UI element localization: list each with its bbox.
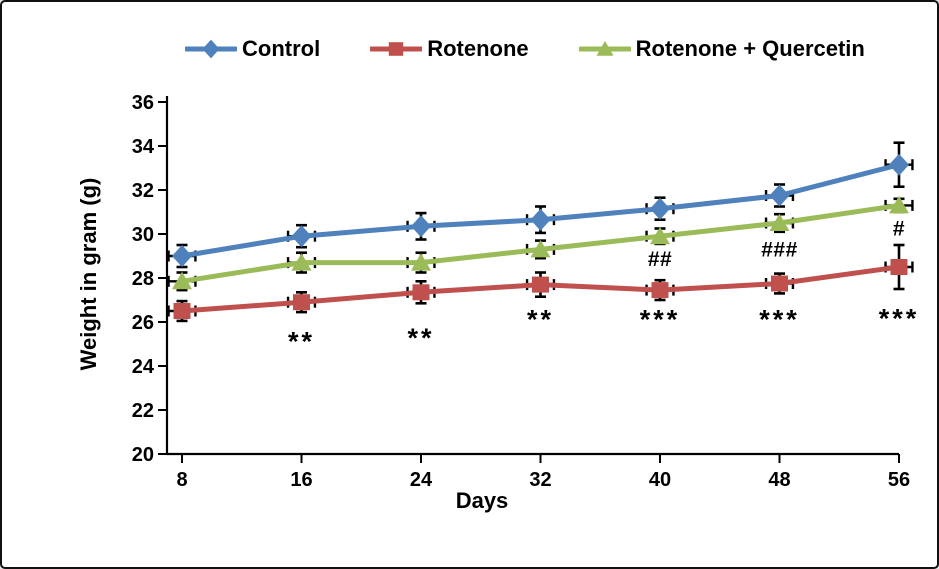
square-marker	[890, 259, 908, 275]
significance-annotation: ***	[640, 304, 681, 334]
x-tick-label: 40	[649, 469, 671, 491]
y-tick-label: 26	[132, 312, 154, 334]
legend-item-rotenone: Rotenone	[370, 36, 529, 62]
x-tick-label: 16	[290, 469, 312, 491]
square-marker	[651, 282, 669, 299]
significance-annotation: **	[288, 326, 315, 356]
x-tick-label: 56	[888, 469, 910, 491]
square-marker	[293, 294, 310, 311]
x-tick-label: 48	[768, 469, 790, 491]
triangle-marker	[530, 239, 551, 258]
significance-annotation: **	[407, 323, 434, 353]
triangle-marker	[411, 253, 431, 271]
y-tick-label: 20	[132, 444, 154, 466]
significance-annotation: ###	[761, 238, 798, 261]
diamond-marker	[889, 153, 909, 176]
x-tick-label: 32	[529, 469, 551, 491]
y-tick-label: 28	[132, 268, 154, 290]
legend-diamond-marker	[202, 39, 220, 59]
square-marker	[771, 275, 788, 292]
significance-annotation: ***	[759, 304, 800, 334]
rotenone-series-swatch-icon	[370, 42, 423, 56]
triangle-marker	[650, 226, 670, 245]
series-rotenone: ** **** *** *** ***	[167, 243, 920, 356]
chart-legend: Control Rotenone Rotenone + Quercetin	[185, 36, 865, 62]
triangle-marker	[889, 195, 909, 214]
y-tick-label: 30	[132, 224, 154, 246]
triangle-marker	[291, 253, 312, 271]
square-marker	[532, 276, 549, 293]
diamond-marker	[291, 225, 312, 248]
triangle-marker	[769, 213, 790, 231]
control-series-swatch-icon	[185, 39, 237, 59]
significance-annotation: ***	[879, 303, 920, 333]
square-marker	[173, 303, 191, 319]
significance-annotation: #	[893, 217, 905, 240]
legend-label-control: Control	[242, 36, 321, 61]
y-tick-label: 36	[132, 92, 154, 114]
diamond-marker	[769, 184, 790, 207]
legend-triangle-marker	[596, 40, 614, 56]
diamond-marker	[530, 208, 551, 231]
y-tick-label: 22	[132, 400, 154, 422]
significance-annotation: ##	[648, 248, 672, 271]
x-tick-label: 8	[176, 469, 187, 491]
x-tick-label: 24	[410, 469, 433, 491]
legend-label-rotenone: Rotenone	[427, 36, 529, 61]
legend-item-control: Control	[185, 36, 320, 62]
diamond-marker	[172, 245, 192, 267]
y-tick-label: 24	[132, 356, 155, 378]
y-tick-label: 32	[132, 180, 154, 202]
significance-annotation: **	[527, 304, 554, 334]
square-marker	[412, 284, 430, 301]
legend-item-rotenone-quercetin: Rotenone + Quercetin	[578, 36, 865, 62]
legend-square-marker	[388, 42, 404, 56]
x-axis-title: Days	[455, 488, 509, 513]
diamond-marker	[650, 197, 670, 220]
rotenone-quercetin-series-swatch-icon	[578, 40, 631, 56]
y-tick-label: 34	[132, 136, 155, 158]
diamond-marker	[411, 215, 431, 238]
legend-label-rotenone-quercetin: Rotenone + Quercetin	[635, 36, 865, 61]
triangle-marker	[172, 271, 192, 290]
series-control	[167, 141, 914, 269]
series-rotenone-quercetin: ## ####	[167, 195, 914, 292]
